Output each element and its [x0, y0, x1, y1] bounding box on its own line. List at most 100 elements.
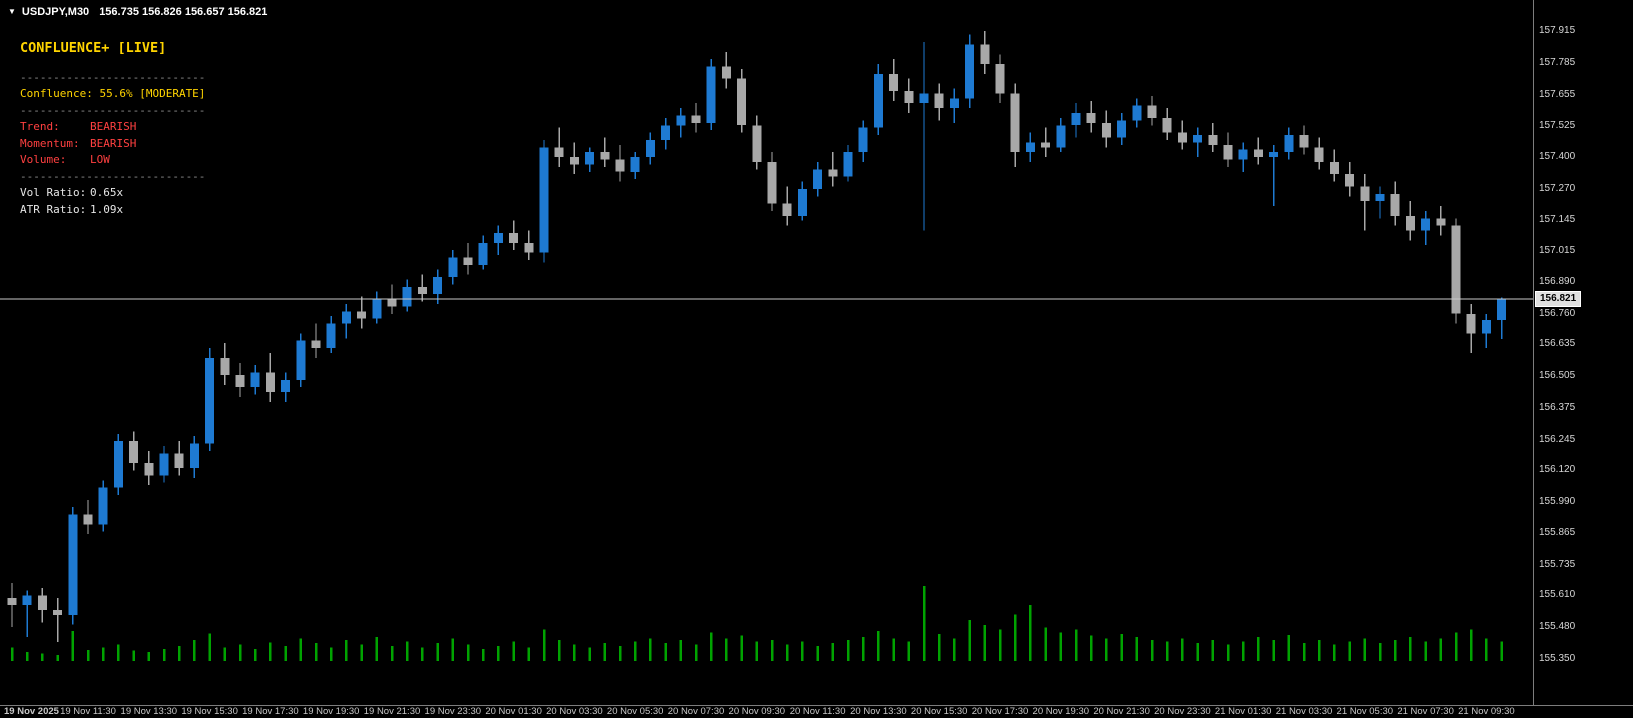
price-tick-label: 157.655 — [1539, 88, 1576, 100]
price-tick-label: 156.760 — [1539, 307, 1576, 319]
candle-body — [220, 357, 230, 375]
trend-row: Trend: BEARISH — [20, 119, 205, 136]
candle-body — [1360, 186, 1370, 202]
candle-body — [1177, 132, 1187, 143]
candle-body — [615, 159, 625, 172]
price-tick-label: 157.525 — [1539, 120, 1576, 132]
candle-body — [1162, 117, 1172, 133]
candle-body — [949, 98, 959, 109]
price-tick-label: 157.270 — [1539, 182, 1576, 194]
candle-body — [296, 340, 306, 380]
candle-body — [448, 257, 458, 278]
candle-body — [873, 73, 883, 128]
trend-label: Trend: — [20, 120, 60, 133]
time-tick-label: 21 Nov 03:30 — [1275, 706, 1333, 717]
time-tick-label: 20 Nov 11:30 — [789, 706, 846, 717]
candle-body — [1253, 149, 1263, 157]
momentum-row: Momentum: BEARISH — [20, 136, 205, 153]
candle-body — [1193, 135, 1203, 143]
candle-body — [205, 357, 215, 444]
trend-value: BEARISH — [90, 120, 137, 133]
price-tick-label: 155.350 — [1539, 653, 1576, 664]
price-tick-label: 156.245 — [1539, 433, 1576, 445]
indicator-separator: ---------------------------- — [20, 169, 206, 183]
candles — [7, 31, 1507, 642]
candle-body — [509, 233, 519, 243]
candle-body — [706, 66, 716, 123]
candle-body — [478, 242, 488, 265]
candle-body — [1071, 113, 1081, 126]
candle-body — [585, 152, 595, 165]
symbol-timeframe-label: USDJPY,M30 — [21, 6, 90, 18]
price-tick-label: 156.890 — [1539, 275, 1576, 287]
candlestick-chart[interactable] — [0, 0, 1533, 705]
candle-body — [189, 443, 199, 468]
time-tick-label: 20 Nov 21:30 — [1093, 706, 1150, 717]
candle-body — [83, 514, 93, 525]
vol-ratio-value: 0.65x — [90, 186, 124, 199]
price-tick-label: 156.505 — [1539, 370, 1576, 382]
price-axis[interactable]: 157.915 157.785 157.655 157.525 157.400 157.2… — [1533, 0, 1633, 705]
candle-body — [539, 147, 549, 253]
candle-body — [53, 610, 63, 615]
symbol-dropdown-icon[interactable]: ▼ — [8, 7, 16, 16]
candle-body — [1390, 193, 1400, 216]
time-axis[interactable]: 19 Nov 2025 19 Nov 11:30 19 Nov 13:30 19 No… — [0, 705, 1633, 718]
candle-body — [265, 372, 275, 393]
candle-body — [828, 169, 838, 177]
candle-body — [752, 125, 762, 162]
candle-body — [1025, 142, 1035, 153]
candle-body — [676, 115, 686, 126]
candle-body — [1466, 313, 1476, 334]
time-tick-label: 19 Nov 11:30 — [60, 706, 116, 717]
candle-body — [129, 441, 139, 464]
candle-body — [980, 44, 990, 65]
candle-body — [554, 147, 564, 158]
candle-body — [463, 257, 473, 265]
candle-body — [1101, 122, 1111, 138]
candle-body — [1147, 105, 1157, 118]
time-tick-label: 19 Nov 15:30 — [181, 706, 238, 717]
time-tick-label: 20 Nov 13:30 — [850, 706, 907, 717]
time-tick-label: 20 Nov 19:30 — [1032, 706, 1090, 717]
current-price-label: 156.821 — [1535, 290, 1582, 307]
atr-ratio-value: 1.09x — [90, 202, 124, 216]
candle-body — [326, 323, 336, 349]
time-tick-label: 20 Nov 23:30 — [1154, 706, 1211, 717]
candle-body — [813, 169, 823, 189]
candle-body — [1117, 120, 1127, 138]
indicator-title: CONFLUENCE+ [LIVE] — [20, 40, 167, 56]
candle-body — [311, 340, 321, 348]
candle-body — [934, 93, 944, 109]
time-tick-label: 20 Nov 17:30 — [971, 706, 1029, 717]
candle-body — [113, 441, 123, 488]
time-tick-label: 21 Nov 07:30 — [1397, 706, 1454, 717]
volume-row: Volume: LOW — [20, 152, 205, 169]
candle-body — [1421, 218, 1431, 231]
vol-ratio-label: Vol Ratio: — [20, 186, 87, 199]
candle-body — [1375, 193, 1385, 202]
candle-body — [1086, 113, 1096, 123]
candle-body — [843, 152, 853, 177]
vol-ratio-row: Vol Ratio: 0.65x — [20, 185, 205, 202]
candle-body — [524, 242, 534, 253]
candle-body — [691, 115, 701, 123]
time-tick-label: 21 Nov 09:30 — [1458, 706, 1515, 717]
atr-ratio-label: ATR Ratio: — [20, 202, 87, 216]
candle-body — [797, 188, 807, 216]
candle-body — [357, 311, 367, 319]
atr-ratio-row: ATR Ratio: 1.09x — [20, 202, 205, 219]
candle-body — [98, 487, 108, 525]
price-tick-label: 157.015 — [1539, 245, 1576, 257]
candle-body — [433, 277, 443, 295]
candle-body — [858, 127, 868, 153]
momentum-label: Momentum: — [20, 136, 80, 150]
candle-body — [22, 595, 32, 606]
time-tick-label: 19 Nov 19:30 — [302, 706, 360, 717]
candle-body — [1284, 135, 1294, 153]
candle-body — [387, 299, 397, 307]
candle-body — [661, 125, 671, 140]
candle-body — [1132, 105, 1142, 121]
candle-body — [889, 73, 899, 91]
time-tick-label: 20 Nov 15:30 — [910, 706, 968, 717]
